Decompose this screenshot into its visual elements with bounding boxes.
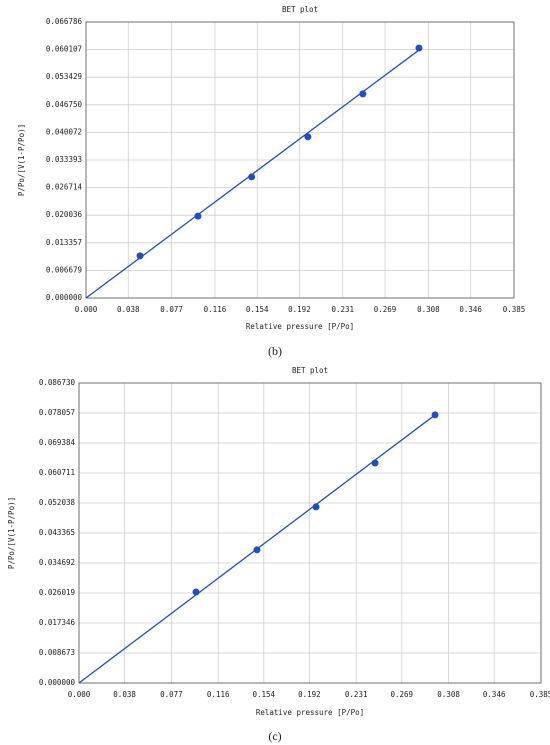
y-tick-label: 0.060711 (39, 468, 75, 477)
x-tick-label: 0.385 (503, 305, 526, 314)
y-axis-label: P/Po/[V(1-P/Po)] (17, 124, 26, 196)
y-tick-label: 0.043365 (39, 528, 75, 537)
y-tick-label: 0.069384 (39, 438, 76, 447)
x-tick-label: 0.000 (75, 305, 98, 314)
chart-title: BET plot (292, 366, 328, 375)
plot-frame (85, 21, 515, 299)
x-tick-label: 0.346 (483, 690, 506, 699)
x-tick-label: 0.000 (68, 690, 91, 699)
y-tick-label: 0.040072 (46, 127, 82, 136)
y-tick-label: 0.078057 (39, 408, 75, 417)
x-tick-label: 0.192 (298, 690, 321, 699)
data-point (194, 212, 202, 220)
caption: (c) (268, 729, 281, 743)
x-tick-label: 0.077 (160, 690, 183, 699)
x-tick-label: 0.269 (391, 690, 414, 699)
x-tick-label: 0.038 (117, 305, 140, 314)
y-tick-label: 0.046750 (46, 100, 83, 109)
y-tick-label: 0.033393 (46, 155, 82, 164)
y-tick-label: 0.086730 (39, 378, 76, 387)
y-tick-label: 0.013357 (46, 238, 82, 247)
x-tick-label: 0.231 (345, 690, 368, 699)
y-tick-label: 0.020036 (46, 210, 83, 219)
caption: (b) (268, 344, 282, 358)
x-tick-label: 0.116 (207, 690, 230, 699)
y-tick-label: 0.053429 (46, 72, 82, 81)
x-tick-label: 0.077 (160, 305, 183, 314)
x-tick-label: 0.308 (437, 690, 460, 699)
y-tick-label: 0.008673 (39, 648, 75, 657)
data-point (359, 90, 367, 98)
y-tick-label: 0.034692 (39, 558, 75, 567)
data-point (304, 133, 312, 141)
x-tick-label: 0.385 (530, 690, 550, 699)
x-tick-label: 0.346 (459, 305, 482, 314)
data-point (136, 252, 144, 260)
y-tick-label: 0.000000 (46, 293, 83, 302)
y-tick-label: 0.017346 (39, 618, 76, 627)
x-tick-label: 0.116 (204, 305, 227, 314)
y-tick-label: 0.006679 (46, 265, 82, 274)
x-tick-label: 0.308 (417, 305, 440, 314)
y-tick-label: 0.026019 (39, 588, 75, 597)
y-tick-label: 0.000000 (39, 678, 76, 687)
x-tick-label: 0.038 (113, 690, 136, 699)
y-tick-label: 0.066786 (46, 17, 83, 26)
x-tick-label: 0.154 (246, 305, 269, 314)
x-tick-label: 0.154 (253, 690, 276, 699)
plot-frame (78, 382, 542, 684)
x-tick-label: 0.231 (332, 305, 355, 314)
x-axis-label: Relative pressure [P/Po] (256, 708, 364, 717)
x-tick-label: 0.192 (288, 305, 311, 314)
y-tick-label: 0.026714 (46, 183, 83, 192)
fit-line (78, 414, 436, 684)
y-tick-label: 0.052038 (39, 498, 76, 507)
x-tick-label: 0.269 (374, 305, 397, 314)
chart-title: BET plot (282, 5, 318, 14)
data-point (415, 44, 423, 52)
y-axis-label: P/Po/[V(1-P/Po)] (7, 497, 16, 569)
fit-line (85, 49, 420, 299)
y-tick-label: 0.060107 (46, 45, 82, 54)
x-axis-label: Relative pressure [P/Po] (246, 322, 354, 331)
